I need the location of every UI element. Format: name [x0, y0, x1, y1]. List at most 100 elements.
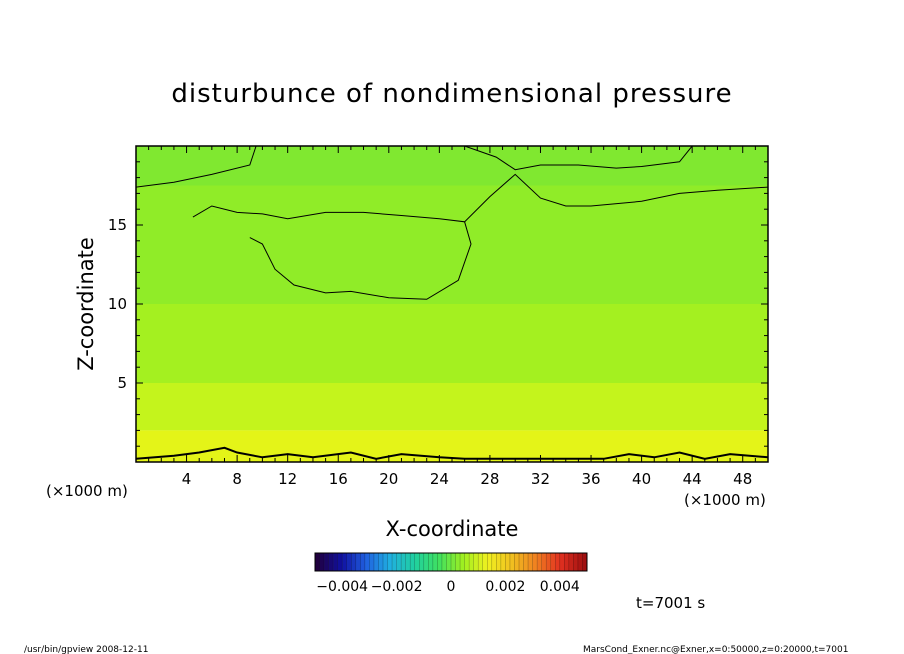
x-tick-label: 28	[480, 470, 499, 488]
x-tick-label: 40	[632, 470, 651, 488]
color-bar-cell	[432, 553, 438, 571]
color-bar-tick-label: 0.004	[540, 579, 580, 595]
field-band-0	[136, 146, 768, 186]
color-bar-frame	[314, 552, 588, 572]
color-bar-cell	[428, 553, 434, 571]
color-bar-cell	[387, 553, 393, 571]
color-bar-cell	[473, 553, 479, 571]
color-bar-cell	[373, 553, 379, 571]
color-bar-cell	[537, 553, 542, 571]
color-bar-cell	[342, 553, 347, 571]
color-bar-cell	[577, 553, 583, 571]
color-bar-cell	[500, 553, 506, 571]
color-bar-cell	[337, 553, 343, 571]
x-tick-label: 32	[531, 470, 550, 488]
x-tick-label: 20	[379, 470, 398, 488]
color-bar-cell	[351, 553, 356, 571]
color-bar-cell	[460, 553, 465, 571]
y-tick-label: 15	[108, 216, 127, 234]
color-bar-cell	[491, 553, 497, 571]
color-bar-cell	[319, 553, 325, 571]
color-bar-cell	[455, 553, 461, 571]
x-tick-label: 4	[182, 470, 192, 488]
color-bar-tick-labels: −0.004 −0.002 0 0.002 0.004	[316, 579, 580, 595]
color-bar-cell	[378, 553, 384, 571]
color-bar-cell	[437, 553, 443, 571]
pressure-field	[136, 146, 768, 462]
x-unit-left: (×1000 m)	[46, 482, 128, 500]
color-bar-cell	[478, 553, 483, 571]
color-bar-cell	[441, 553, 447, 571]
color-bar-cell	[369, 553, 375, 571]
color-bar-cell	[523, 553, 529, 571]
field-band-2	[136, 304, 768, 383]
color-bar-cell	[423, 553, 429, 571]
color-bar-cell	[559, 553, 565, 571]
color-bar-cell	[528, 553, 533, 571]
y-tick-label: 10	[108, 295, 127, 313]
color-bar-cell	[564, 553, 570, 571]
color-bar-tick-label: −0.004	[316, 579, 368, 595]
y-axis-ticks: 5 10 15	[108, 161, 768, 447]
x-unit-right: (×1000 m)	[684, 491, 766, 509]
color-bar-cell	[451, 553, 456, 571]
color-bar-cell	[519, 553, 524, 571]
color-bar-cell	[568, 553, 574, 571]
field-band-4	[136, 430, 768, 462]
color-bar-cell	[550, 553, 556, 571]
x-tick-label: 36	[581, 470, 600, 488]
color-bar-cell	[419, 553, 424, 571]
color-bar-cell	[355, 553, 361, 571]
color-bar-cell	[333, 553, 338, 571]
color-bar-cell	[464, 553, 470, 571]
color-bar-cell	[324, 553, 329, 571]
color-bar-cell	[410, 553, 415, 571]
x-tick-label: 16	[329, 470, 348, 488]
color-bar-cell	[469, 553, 474, 571]
color-bar-tick-label: 0.002	[485, 579, 525, 595]
color-bar-cell	[546, 553, 551, 571]
color-bar-cell	[383, 553, 388, 571]
footer-left: /usr/bin/gpview 2008-12-11	[24, 645, 148, 654]
x-axis-ticks: 4 8 12 16 20 24 28 32 36 40 44 48	[148, 146, 756, 488]
field-band-3	[136, 383, 768, 431]
color-bar-cell	[360, 553, 366, 571]
x-tick-label: 12	[278, 470, 297, 488]
color-bar-cell	[446, 553, 452, 571]
color-bar-cell	[315, 553, 320, 571]
color-bar-cell	[582, 553, 588, 571]
color-bar-cell	[541, 553, 547, 571]
color-bar-cell	[573, 553, 579, 571]
x-tick-label: 8	[232, 470, 242, 488]
color-bar-cell	[514, 553, 520, 571]
x-tick-label: 48	[733, 470, 752, 488]
color-bar-cell	[346, 553, 352, 571]
x-tick-label: 24	[430, 470, 449, 488]
color-bar-cell	[482, 553, 488, 571]
color-bar-cell	[396, 553, 402, 571]
color-bar-cell	[364, 553, 370, 571]
y-axis-label: Z-coordinate	[74, 237, 98, 371]
footer-right: MarsCond_Exner.nc@Exner,x=0:50000,z=0:20…	[583, 645, 848, 654]
color-bar-cell	[532, 553, 538, 571]
color-bar-cell	[392, 553, 397, 571]
color-bar-cell	[496, 553, 502, 571]
color-bar-cell	[555, 553, 560, 571]
color-bar-tick-label: 0	[447, 579, 456, 595]
contour-upper	[136, 146, 257, 188]
color-bar-cell	[405, 553, 411, 571]
color-bar-cell	[328, 553, 334, 571]
contour-upper-right	[464, 146, 693, 171]
x-axis-label: X-coordinate	[386, 517, 519, 541]
chart-title: disturbunce of nondimensional pressure	[171, 79, 732, 109]
color-bar-cell	[401, 553, 406, 571]
color-bar-cell	[509, 553, 515, 571]
contour-cell	[249, 221, 472, 300]
color-bar-cell	[505, 553, 511, 571]
color-bar-cell	[487, 553, 492, 571]
time-label: t=7001 s	[636, 594, 705, 612]
y-tick-label: 5	[117, 374, 127, 392]
color-bar-tick-label: −0.002	[371, 579, 423, 595]
x-tick-label: 44	[683, 470, 702, 488]
